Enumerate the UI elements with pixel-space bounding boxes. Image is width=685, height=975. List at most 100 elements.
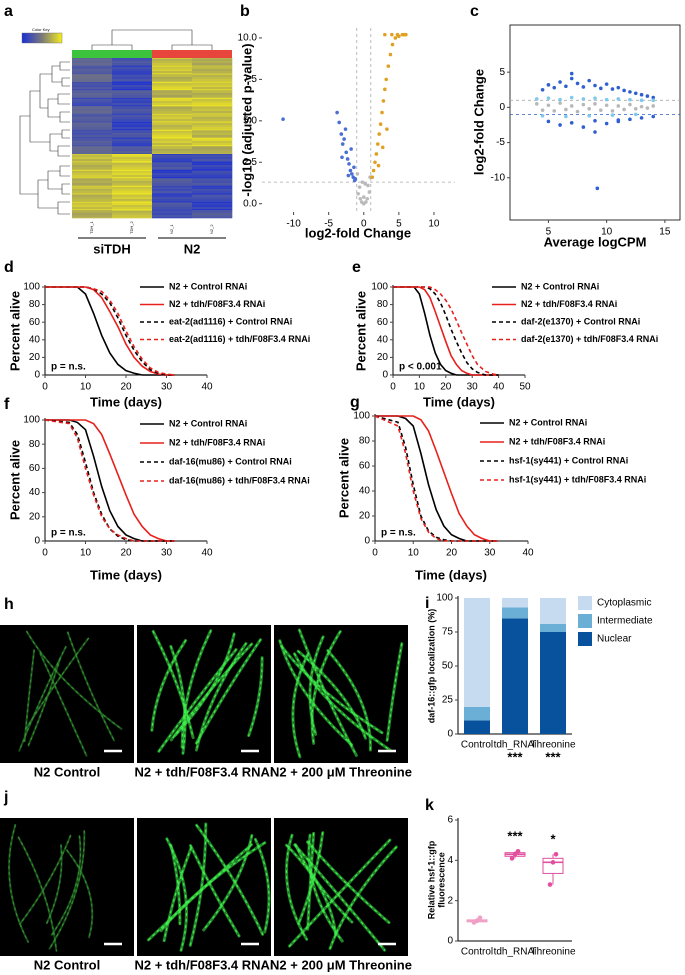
worm-signal <box>181 630 212 748</box>
significance-label: *** <box>507 829 523 844</box>
point <box>546 96 551 101</box>
point <box>569 76 574 81</box>
point <box>569 71 574 76</box>
x-tick-label: 40 <box>201 548 213 559</box>
point <box>347 162 351 166</box>
worm-signal <box>67 631 115 741</box>
y-tick-label: 20 <box>29 352 41 363</box>
point <box>558 80 562 84</box>
panel-label: c <box>470 3 479 20</box>
worm-signal <box>66 849 93 938</box>
worm-signal <box>8 824 29 943</box>
y-tick-label: 100 <box>353 411 370 422</box>
y-tick-label: 5.0 <box>243 115 257 126</box>
color-key-title: Color Key <box>32 27 50 32</box>
y-tick-label: 75 <box>442 627 454 638</box>
legend-label: N2 + Control RNAi <box>169 418 247 428</box>
x-tick-label: 20 <box>440 382 452 393</box>
survival-curve <box>374 415 498 542</box>
point <box>348 168 353 173</box>
point <box>364 200 368 204</box>
point <box>633 106 638 111</box>
point <box>350 172 354 176</box>
point <box>622 88 626 93</box>
column-label: TDH_2 <box>129 221 134 234</box>
x-tick-label: 5 <box>396 219 402 230</box>
worm-signal <box>46 844 63 924</box>
point <box>587 114 591 118</box>
point <box>380 145 385 150</box>
y-tick-label: 0 <box>447 729 453 740</box>
micrograph <box>0 625 134 763</box>
point <box>604 103 609 108</box>
y-tick-label: 0 <box>382 370 388 381</box>
x-tick-label: 20 <box>446 548 458 559</box>
x-tick-label: 10 <box>408 548 420 559</box>
point <box>575 109 580 114</box>
point <box>342 137 346 141</box>
point <box>373 160 377 165</box>
worm-signal <box>195 824 264 935</box>
point <box>581 85 586 89</box>
worm-signal <box>288 839 391 947</box>
column-label: N2_1 <box>169 224 174 234</box>
y-tick-label: 80 <box>377 299 389 310</box>
point <box>622 107 626 112</box>
y-axis-label: Percent alive <box>7 291 22 371</box>
point <box>344 150 349 155</box>
point <box>564 84 568 89</box>
x-tick-label: 30 <box>161 548 173 559</box>
plot-frame <box>509 24 681 221</box>
point <box>558 101 562 105</box>
legend-label: Nuclear <box>597 634 632 645</box>
group-color-bar <box>152 50 232 58</box>
point <box>633 91 638 96</box>
point <box>357 185 362 189</box>
legend-label: daf-16(mu86) + Control RNAi <box>169 456 292 466</box>
worm-signal <box>254 838 270 933</box>
caption: N2 Control <box>34 764 100 779</box>
point <box>366 183 370 188</box>
x-tick-label: 10 <box>428 219 440 230</box>
x-tick-label: 10 <box>601 227 613 238</box>
y-tick-label: 100 <box>23 282 40 293</box>
y-tick-label: 40 <box>29 487 41 498</box>
worm-signal <box>163 847 192 942</box>
point <box>569 95 574 100</box>
point <box>353 177 358 181</box>
survival-curve <box>393 286 499 376</box>
y-tick-label: 20 <box>29 511 41 522</box>
point <box>363 182 367 186</box>
legend-label: N2 + tdh/F08F3.4 RNAi <box>169 299 265 309</box>
point <box>402 32 407 37</box>
y-axis-label: fluorescence <box>436 852 446 908</box>
point <box>552 109 557 113</box>
x-tick-label: 20 <box>120 548 132 559</box>
point <box>355 172 360 176</box>
worm-signal <box>189 844 240 937</box>
worm-signal <box>195 642 247 751</box>
y-tick-label: 40 <box>377 334 389 345</box>
worm-signal <box>195 639 262 744</box>
x-axis-label: Average logCPM <box>544 234 647 249</box>
worm-signal <box>51 835 82 936</box>
x-tick-label: 10 <box>80 382 92 393</box>
panel-label: e <box>352 259 361 276</box>
x-tick-label: 0 <box>361 219 367 230</box>
worm-signal <box>152 630 194 739</box>
y-tick-label: 0 <box>499 102 505 113</box>
worm-signal <box>189 823 207 947</box>
y-tick-label: 10.0 <box>238 33 258 44</box>
point <box>645 94 650 98</box>
point <box>393 36 398 40</box>
point <box>388 52 393 57</box>
bar-segment <box>540 623 566 632</box>
point <box>340 142 345 146</box>
point <box>593 83 597 88</box>
x-tick-label: -10 <box>286 219 301 230</box>
survival-curve <box>44 419 175 542</box>
x-tick-label: 15 <box>659 227 671 238</box>
x-axis-label: Time (days) <box>415 567 487 582</box>
worm-signal <box>329 846 397 950</box>
point <box>345 157 350 161</box>
